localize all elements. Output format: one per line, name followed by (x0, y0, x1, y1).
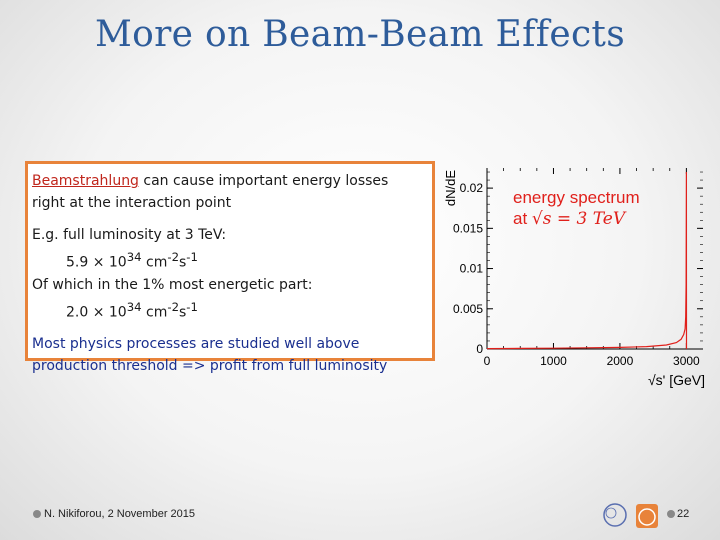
p1-line2: right at the interaction point (32, 195, 232, 211)
slide-title: More on Beam-Beam Effects (95, 14, 625, 55)
clic-logo-ring-icon (638, 508, 656, 526)
conclusion-line2: production threshold => profit from full… (32, 358, 388, 375)
beamstrahlung-term: Beamstrahlung (32, 173, 139, 189)
y-axis-label: dN/dE (443, 170, 458, 206)
lumi-full: 5.9 × 1034 cm-2s-1 (66, 250, 198, 271)
lumi-top: 2.0 × 1034 cm-2s-1 (66, 299, 198, 321)
x-tick-label: 3000 (673, 354, 700, 368)
x-tick-label: 0 (484, 354, 491, 368)
page-number: 22 (677, 508, 690, 520)
beamstrahlung-paragraph: Beamstrahlung can cause important energy… (32, 170, 428, 192)
conclusion-line1: Most physics processes are studied well … (32, 336, 360, 353)
y-tick-label: 0.02 (460, 181, 484, 195)
y-tick-label: 0.005 (453, 302, 483, 316)
y-tick-label: 0 (476, 342, 483, 356)
y-tick-label: 0.01 (460, 262, 484, 276)
p1-rest: can cause important energy losses (138, 173, 389, 189)
top-part-intro: Of which in the 1% most energetic part: (32, 276, 313, 293)
x-tick-label: 2000 (607, 354, 634, 368)
cern-logo-icon (603, 503, 627, 527)
x-tick-label: 1000 (540, 354, 567, 368)
content-box: Beamstrahlung can cause important energy… (25, 161, 435, 374)
y-tick-label: 0.015 (453, 221, 483, 235)
footer-author: N. Nikiforou, 2 November 2015 (44, 508, 196, 520)
footer-bullet-right (667, 510, 675, 518)
example-intro: E.g. full luminosity at 3 TeV: (32, 227, 227, 243)
x-axis-label: √s' [GeV] (648, 372, 705, 388)
series-line (486, 171, 688, 350)
legend-line2: at √s = 3 TeV (513, 209, 627, 229)
institute-logos (603, 503, 658, 528)
cern-logo-inner-icon (605, 507, 617, 519)
legend-line1: energy spectrum (513, 188, 640, 207)
footer-bullet-left (33, 510, 41, 518)
